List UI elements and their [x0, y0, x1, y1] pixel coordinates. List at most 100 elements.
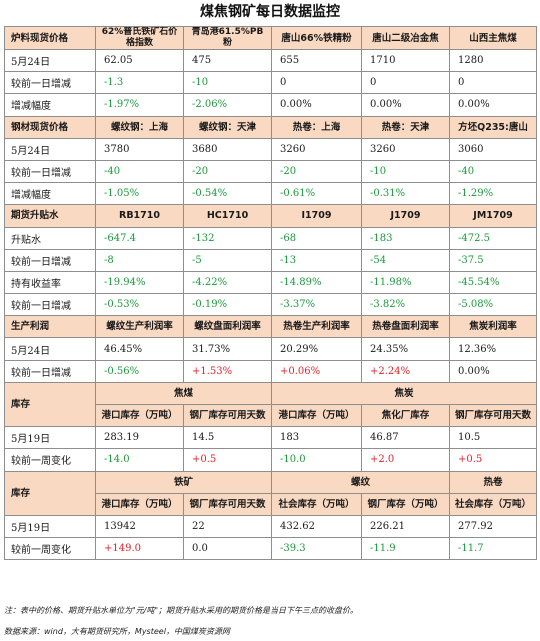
table-cell: 0.00% — [361, 93, 450, 117]
column-header: 社会库存（万吨） — [271, 492, 362, 516]
row-label: 升贴水 — [4, 226, 96, 250]
column-header: 钢厂库存可用天数 — [183, 403, 272, 428]
table-cell: -2.06% — [183, 93, 272, 117]
data-table: 炉料现货价格 62%普氏铁矿石价格指数 青岛港61.5%PB粉 唐山66%铁精粉 唐山二… — [4, 26, 537, 561]
footnote: 注：表中的价格、期货升贴水单位为"元/吨"；期货升贴水采用的期货价格是当日下午三… — [4, 606, 359, 615]
column-header: RB1710 — [95, 204, 184, 228]
column-header: J1709 — [361, 204, 450, 228]
table-cell: -5.08% — [449, 293, 537, 317]
table-row: 较前一日增减 -1.3 -10 0 0 0 — [4, 71, 537, 95]
table-cell: -11.98% — [361, 270, 450, 295]
table-cell: -14.89% — [271, 270, 362, 295]
table-cell: 24.35% — [361, 337, 450, 361]
table-row: 5月24日 46.45% 31.73% 20.29% 24.35% 12.36% — [4, 337, 537, 361]
group-header: 铁矿 — [95, 470, 272, 494]
table-cell: -11.7 — [449, 537, 537, 561]
table-cell: +0.06% — [271, 359, 362, 383]
row-label: 持有收益率 — [4, 270, 96, 295]
row-label: 5月19日 — [4, 426, 96, 450]
table-cell: 12.36% — [449, 337, 537, 361]
section6-header-row: 港口库存（万吨） 钢厂库存可用天数 社会库存（万吨） 钢厂库存（万吨） 社会库存（万吨） — [5, 492, 537, 516]
table-cell: -3.37% — [271, 293, 362, 317]
table-cell: +2.24% — [361, 359, 450, 383]
table-cell: 0.0 — [183, 537, 272, 561]
column-header: 62%普氏铁矿石价格指数 — [95, 26, 184, 50]
row-label: 较前一日增减 — [4, 359, 96, 383]
table-cell: 62.05 — [95, 48, 184, 73]
row-label: 增减幅度 — [4, 93, 96, 117]
table-row: 较前一日增减 -8 -5 -13 -54 -37.5 — [4, 248, 537, 272]
table-cell: -45.54% — [449, 270, 537, 295]
table-cell: +2.0 — [361, 448, 450, 472]
column-header: 热卷：上海 — [271, 115, 362, 139]
table-cell: +149.0 — [95, 537, 184, 561]
table-cell: 283.19 — [95, 426, 184, 450]
table-row: 5月24日 62.05 475 655 1710 1280 — [4, 48, 537, 73]
section5-group-row: 库存 焦煤 焦炭 — [4, 381, 537, 428]
table-cell: -39.3 — [271, 537, 362, 561]
table-row: 持有收益率 -19.94% -4.22% -14.89% -11.98% -45.54% — [4, 270, 537, 295]
table-cell: 0 — [361, 71, 450, 95]
table-cell: -5 — [183, 248, 272, 272]
table-row: 5月19日 283.19 14.5 183 46.87 10.5 — [4, 426, 537, 450]
table-cell: 14.5 — [183, 426, 272, 450]
table-cell: -183 — [361, 226, 450, 250]
column-header: 钢厂库存（万吨） — [361, 492, 450, 516]
table-cell: -0.19% — [183, 293, 272, 317]
section4-header-row: 生产利润 螺纹生产利润率 螺纹盘面利润率 热卷生产利润率 热卷盘面利润率 焦炭利润率 — [4, 315, 537, 339]
table-cell: 1710 — [361, 48, 450, 73]
row-label: 较前一日增减 — [4, 159, 96, 184]
table-cell: -1.29% — [449, 182, 537, 206]
column-header: 山西主焦煤 — [449, 26, 537, 50]
section-label: 炉料现货价格 — [4, 26, 96, 50]
table-cell: -14.0 — [95, 448, 184, 472]
row-label: 较前一日增减 — [4, 293, 96, 317]
table-cell: -0.54% — [183, 182, 272, 206]
column-header: 港口库存（万吨） — [271, 403, 362, 428]
table-cell: -10 — [183, 71, 272, 95]
data-source-note: 数据来源：wind，大有期货研究所，Mysteel，中国煤炭资源网 — [4, 627, 230, 636]
section6-group-row: 库存 铁矿 螺纹 热卷 — [4, 470, 537, 516]
table-cell: +1.53% — [183, 359, 272, 383]
table-cell: -13 — [271, 248, 362, 272]
section3-header-row: 期货升贴水 RB1710 HC1710 I1709 J1709 JM1709 — [4, 204, 537, 228]
table-row: 升贴水 -647.4 -132 -68 -183 -472.5 — [4, 226, 537, 250]
table-cell: 475 — [183, 48, 272, 73]
table-cell: 3060 — [449, 137, 537, 161]
column-header: 钢厂库存可用天数 — [449, 403, 537, 428]
table-cell: -10.0 — [271, 448, 362, 472]
table-cell: -54 — [361, 248, 450, 272]
table-cell: -0.53% — [95, 293, 184, 317]
table-cell: -68 — [271, 226, 362, 250]
section-label: 期货升贴水 — [4, 204, 96, 228]
column-header: 焦化厂库存 — [361, 403, 450, 428]
column-header: HC1710 — [183, 204, 272, 228]
table-row: 增减幅度 -1.05% -0.54% -0.61% -0.31% -1.29% — [4, 182, 537, 206]
table-cell: -8 — [95, 248, 184, 272]
column-header: 螺纹钢：天津 — [183, 115, 272, 139]
table-cell: 3260 — [361, 137, 450, 161]
table-cell: 20.29% — [271, 337, 362, 361]
table-cell: 3680 — [183, 137, 272, 161]
row-label: 5月24日 — [4, 337, 96, 361]
column-header: 港口库存（万吨） — [95, 492, 184, 516]
row-label: 较前一周变化 — [4, 537, 96, 561]
column-header: 方坯Q235:唐山 — [449, 115, 537, 139]
table-cell: 46.45% — [95, 337, 184, 361]
group-header: 螺纹 — [271, 470, 450, 494]
table-row: 较前一周变化 +149.0 0.0 -39.3 -11.9 -11.7 — [4, 537, 537, 561]
table-cell: 10.5 — [449, 426, 537, 450]
table-cell: -11.9 — [361, 537, 450, 561]
table-cell: 655 — [271, 48, 362, 73]
table-body: 炉料现货价格 62%普氏铁矿石价格指数 青岛港61.5%PB粉 唐山66%铁精粉 唐山二… — [4, 26, 537, 561]
column-header: 热卷盘面利润率 — [361, 315, 450, 339]
column-header: 热卷：天津 — [361, 115, 450, 139]
table-row: 较前一日增减 -0.53% -0.19% -3.37% -3.82% -5.08% — [4, 293, 537, 317]
table-cell: -40 — [449, 159, 537, 184]
table-row: 增减幅度 -1.97% -2.06% 0.00% 0.00% 0.00% — [4, 93, 537, 117]
section-label: 库存 — [4, 470, 96, 516]
table-cell: 22 — [183, 514, 272, 539]
row-label: 较前一日增减 — [4, 71, 96, 95]
table-cell: 0.00% — [449, 359, 537, 383]
table-cell: -10 — [361, 159, 450, 184]
